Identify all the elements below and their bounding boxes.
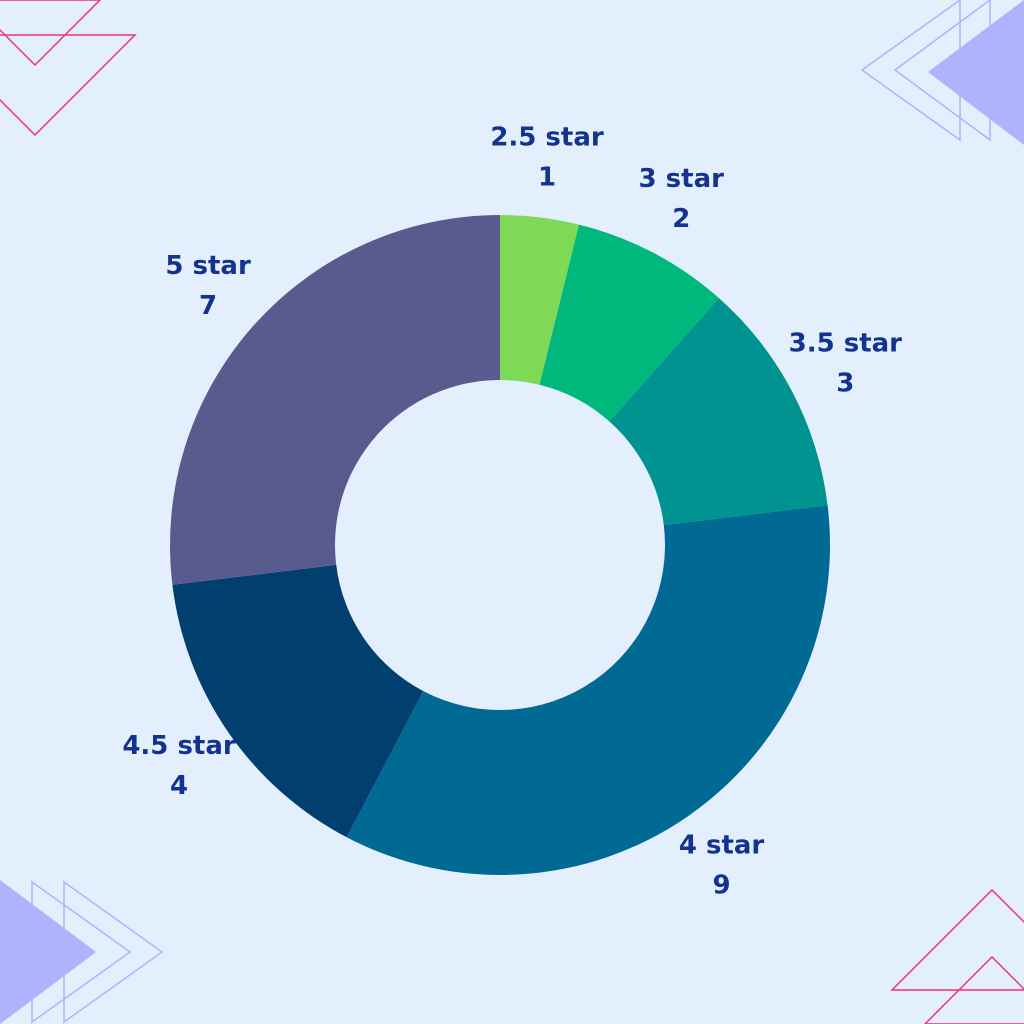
segment-value: 4 [170, 771, 188, 801]
segment-value: 1 [538, 162, 556, 192]
donut-segment [169, 215, 500, 585]
decoration-top-left [0, 0, 137, 137]
decoration-bottom-left [0, 880, 164, 1024]
segment-value: 2 [672, 204, 690, 234]
segment-value: 3 [836, 368, 854, 398]
segment-value: 7 [199, 291, 217, 321]
segment-label: 4 star [679, 830, 765, 860]
segment-label: 4.5 star [122, 731, 236, 761]
segment-value: 9 [712, 870, 730, 900]
decoration-bottom-right [890, 888, 1024, 1024]
segment-label: 3.5 star [789, 328, 903, 358]
donut-segment [346, 505, 830, 875]
segment-label: 2.5 star [490, 122, 604, 152]
decoration-top-right [860, 0, 1024, 145]
donut-segment [500, 215, 579, 385]
donut-segment [609, 297, 828, 526]
segment-label: 5 star [165, 251, 251, 281]
donut-segment [172, 564, 424, 838]
donut-segment [539, 224, 719, 422]
segment-label: 3 star [639, 164, 725, 194]
